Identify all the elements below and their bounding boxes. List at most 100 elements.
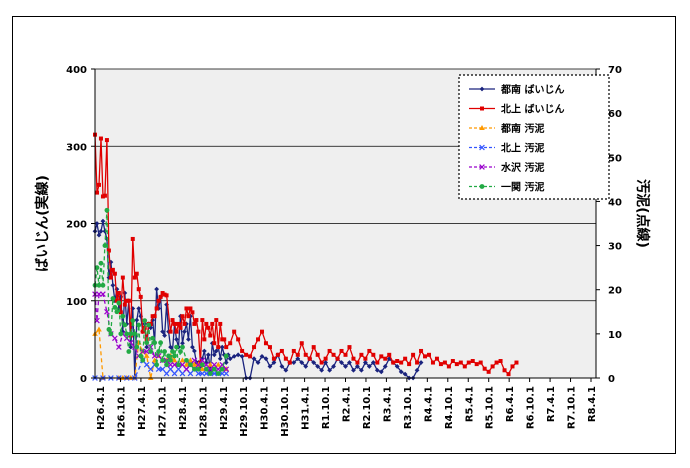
data-point <box>154 306 159 311</box>
data-point <box>195 361 202 368</box>
data-point <box>132 275 137 280</box>
data-point <box>450 359 455 364</box>
data-point <box>207 361 214 367</box>
data-point <box>359 352 364 357</box>
data-point <box>228 341 233 346</box>
data-point <box>100 218 106 224</box>
data-point <box>156 298 161 303</box>
data-point <box>232 329 237 334</box>
data-point <box>140 357 146 363</box>
right-tick-label: 50 <box>608 153 622 164</box>
data-point <box>164 293 169 298</box>
data-point <box>170 349 175 354</box>
data-point <box>134 344 140 350</box>
data-point <box>370 360 376 365</box>
data-point <box>192 348 197 354</box>
data-point <box>374 367 380 373</box>
data-point <box>179 357 186 363</box>
data-point <box>116 291 121 296</box>
data-point <box>106 327 112 332</box>
data-point <box>235 352 241 358</box>
data-point <box>112 335 118 342</box>
data-point <box>219 344 225 350</box>
data-point <box>172 353 177 359</box>
data-point <box>150 335 156 341</box>
data-point <box>180 314 185 319</box>
data-point <box>100 282 106 288</box>
data-point <box>96 182 101 187</box>
right-axis-label: 汚泥(点線) <box>634 179 651 248</box>
data-point <box>362 360 368 365</box>
data-point <box>498 359 503 364</box>
data-point <box>255 360 261 365</box>
data-point <box>96 232 102 238</box>
data-point <box>291 360 297 365</box>
x-tick-label: H30.10.1 <box>280 386 291 437</box>
data-point <box>227 356 233 362</box>
x-tick-label: R5.10.1 <box>485 386 496 429</box>
left-tick-label: 100 <box>66 297 87 308</box>
data-point <box>214 318 219 323</box>
data-point <box>124 331 130 337</box>
data-point <box>174 329 179 334</box>
data-point <box>126 298 131 303</box>
legend-label: 都南 ばいじん <box>500 83 564 96</box>
data-point <box>167 366 174 372</box>
data-point <box>236 337 241 342</box>
data-point <box>386 356 392 362</box>
left-tick-label: 300 <box>66 142 87 153</box>
data-point <box>136 287 141 292</box>
data-point <box>179 361 186 368</box>
data-point <box>486 369 491 374</box>
data-point <box>419 348 424 353</box>
series-6 <box>92 207 229 376</box>
data-point <box>327 348 332 353</box>
left-tick-label: 0 <box>80 374 87 385</box>
data-point <box>188 362 193 368</box>
data-point <box>494 360 499 365</box>
data-point <box>311 345 316 350</box>
data-point <box>120 313 126 319</box>
data-point <box>299 360 305 365</box>
data-point <box>114 298 119 303</box>
data-point <box>458 360 463 365</box>
data-point <box>120 275 125 280</box>
data-point <box>347 345 352 350</box>
data-point <box>427 352 431 357</box>
data-point <box>116 344 122 350</box>
x-tick-label: R6.4.1 <box>505 386 516 422</box>
data-point <box>215 366 222 372</box>
data-point <box>96 282 102 288</box>
x-tick-label: H27.10.1 <box>157 386 168 437</box>
data-point <box>188 306 193 311</box>
data-point <box>178 325 183 330</box>
data-point <box>394 364 400 369</box>
data-point <box>192 321 197 326</box>
data-point <box>479 184 485 189</box>
data-point <box>307 356 312 361</box>
data-point <box>378 369 384 375</box>
data-point <box>142 318 148 324</box>
data-point <box>143 361 150 368</box>
data-point <box>479 86 485 92</box>
data-point <box>383 356 388 361</box>
x-tick-label: R2.10.1 <box>362 386 373 429</box>
data-point <box>283 356 288 361</box>
data-point <box>224 345 229 350</box>
data-point <box>126 349 132 354</box>
data-point <box>160 329 165 335</box>
data-point <box>152 340 158 346</box>
legend-item: 水沢 汚泥 <box>469 161 544 174</box>
x-tick-label: H27.4.1 <box>137 386 148 430</box>
data-point <box>414 367 420 373</box>
data-point <box>244 352 249 357</box>
data-point <box>207 366 214 372</box>
data-point <box>112 271 117 276</box>
data-point <box>367 348 372 353</box>
x-tick-label: R2.4.1 <box>342 386 353 422</box>
legend-label: 都南 汚泥 <box>500 122 544 135</box>
x-tick-label: R4.10.1 <box>444 386 455 429</box>
data-point <box>144 344 150 350</box>
data-point <box>252 345 257 350</box>
